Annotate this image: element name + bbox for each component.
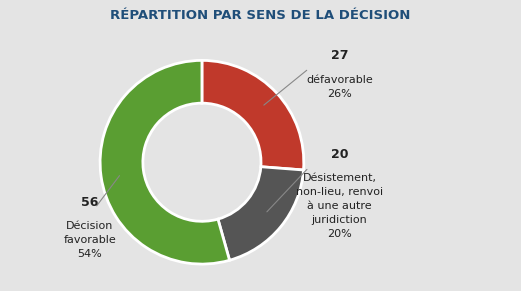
Text: 20: 20 bbox=[331, 148, 348, 161]
Wedge shape bbox=[218, 167, 304, 260]
Text: Décision
favorable
54%: Décision favorable 54% bbox=[64, 221, 116, 259]
Text: Désistement,
non-lieu, renvoi
à une autre
juridiction
20%: Désistement, non-lieu, renvoi à une autr… bbox=[296, 173, 383, 239]
Text: 27: 27 bbox=[331, 49, 348, 63]
Text: défavorable
26%: défavorable 26% bbox=[306, 75, 373, 99]
Wedge shape bbox=[100, 61, 230, 264]
Text: 56: 56 bbox=[81, 196, 98, 209]
Wedge shape bbox=[202, 61, 304, 170]
Text: RÉPARTITION PAR SENS DE LA DÉCISION: RÉPARTITION PAR SENS DE LA DÉCISION bbox=[110, 9, 411, 22]
